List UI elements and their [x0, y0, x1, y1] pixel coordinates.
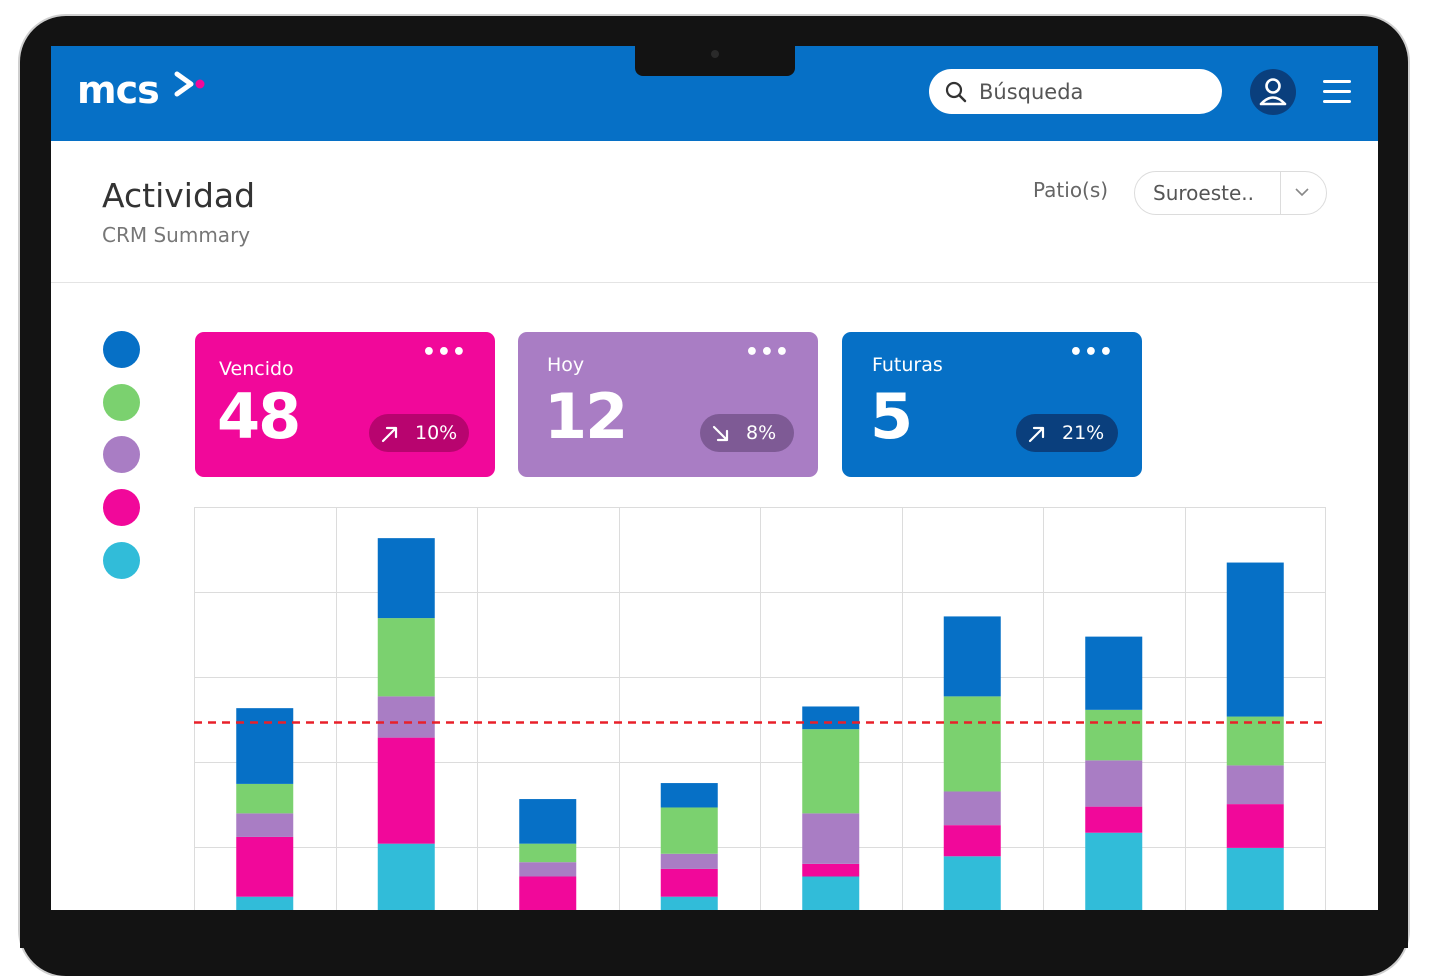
menu-line-icon — [1323, 100, 1351, 103]
camera-notch — [635, 44, 795, 76]
page-subtitle: CRM Summary — [102, 223, 251, 247]
select-divider — [1280, 172, 1281, 214]
bar-segment[interactable] — [802, 863, 860, 877]
more-options-icon[interactable]: ••• — [421, 340, 467, 365]
search-box[interactable] — [929, 69, 1222, 114]
bar-segment[interactable] — [1085, 832, 1143, 910]
bar-segment[interactable] — [236, 783, 294, 814]
bar-segment[interactable] — [1085, 760, 1143, 807]
user-avatar-button[interactable] — [1250, 69, 1296, 115]
bar-segment[interactable] — [1085, 806, 1143, 833]
bar-segment[interactable] — [943, 825, 1001, 857]
patio-select-value: Suroeste.. — [1153, 181, 1254, 205]
bar-segment[interactable] — [1085, 709, 1143, 761]
card-value: 48 — [217, 380, 301, 453]
chart-grid — [194, 507, 1326, 910]
legend-dot-purple — [103, 436, 140, 473]
camera-icon — [711, 50, 719, 58]
bar-segment[interactable] — [802, 876, 860, 910]
bar-segment[interactable] — [1085, 636, 1143, 710]
bar-segment[interactable] — [802, 729, 860, 814]
search-input[interactable] — [977, 76, 1211, 108]
mcs-logo[interactable]: mcs — [77, 68, 160, 112]
bar-segment[interactable] — [943, 856, 1001, 910]
laptop-bottom-bezel — [20, 910, 1408, 948]
card-value: 12 — [544, 380, 628, 453]
bar-segment[interactable] — [1226, 847, 1284, 910]
bar-segment[interactable] — [660, 896, 718, 910]
patio-select[interactable]: Suroeste.. — [1134, 171, 1327, 215]
bar-segment[interactable] — [519, 876, 577, 910]
legend-dot-green — [103, 384, 140, 421]
bar-segment[interactable] — [660, 853, 718, 869]
bar-segment[interactable] — [519, 862, 577, 877]
bar-segment[interactable] — [236, 708, 294, 784]
trend-badge: 10% — [369, 414, 469, 452]
search-icon — [945, 81, 967, 103]
user-icon — [1259, 78, 1287, 106]
trend-badge: 8% — [700, 414, 794, 452]
bar-segment[interactable] — [377, 843, 435, 910]
bar-segment[interactable] — [236, 813, 294, 837]
chevron-down-icon[interactable] — [1294, 186, 1310, 198]
bar-segment[interactable] — [943, 791, 1001, 826]
bar-segment[interactable] — [377, 618, 435, 697]
legend-dot-cyan — [103, 542, 140, 579]
page-title: Actividad — [102, 176, 256, 215]
arrow-up-right-icon — [1028, 426, 1045, 443]
bar-segment[interactable] — [377, 696, 435, 738]
card-label: Hoy — [547, 354, 585, 376]
trend-percent: 8% — [746, 422, 777, 444]
bar-segment[interactable] — [802, 706, 860, 730]
bar-segment[interactable] — [1226, 562, 1284, 717]
more-options-icon[interactable]: ••• — [1068, 340, 1114, 365]
legend-dot-blue — [103, 331, 140, 368]
menu-line-icon — [1323, 80, 1351, 83]
bar-segment[interactable] — [660, 783, 718, 808]
card-futuras[interactable]: Futuras 5 ••• 21% — [842, 332, 1142, 477]
bar-segment[interactable] — [236, 836, 294, 897]
menu-line-icon — [1323, 90, 1351, 93]
bar-segment[interactable] — [943, 616, 1001, 697]
bar-segment[interactable] — [519, 843, 577, 863]
logo-arrow-icon — [174, 71, 205, 97]
header-divider — [51, 282, 1378, 283]
bar-segment[interactable] — [377, 538, 435, 619]
bar-segment[interactable] — [1226, 765, 1284, 805]
card-label: Vencido — [219, 358, 294, 380]
bar-segment[interactable] — [660, 868, 718, 897]
hamburger-menu-button[interactable] — [1323, 80, 1351, 104]
bar-segment[interactable] — [1226, 804, 1284, 848]
card-vencido[interactable]: Vencido 48 ••• 10% — [195, 332, 495, 477]
stacked-bar-chart — [194, 507, 1326, 910]
patio-filter-label: Patio(s) — [1033, 178, 1109, 202]
card-label: Futuras — [872, 354, 943, 376]
bar-segment[interactable] — [943, 696, 1001, 792]
more-options-icon[interactable]: ••• — [744, 340, 790, 365]
trend-percent: 10% — [415, 422, 458, 444]
bar-segment[interactable] — [802, 813, 860, 864]
card-hoy[interactable]: Hoy 12 ••• 8% — [518, 332, 818, 477]
bar-segment[interactable] — [236, 896, 294, 910]
bar-segment[interactable] — [1226, 716, 1284, 766]
trend-badge: 21% — [1016, 414, 1118, 452]
bar-segment[interactable] — [377, 737, 435, 844]
arrow-up-right-icon — [381, 426, 398, 443]
screen: mcs Actividad CRM Summary Patio(s) — [51, 46, 1378, 910]
bar-segment[interactable] — [519, 799, 577, 844]
trend-percent: 21% — [1062, 422, 1105, 444]
arrow-down-right-icon — [712, 425, 729, 442]
legend-dot-pink — [103, 489, 140, 526]
card-value: 5 — [870, 380, 913, 453]
bar-segment[interactable] — [660, 807, 718, 854]
